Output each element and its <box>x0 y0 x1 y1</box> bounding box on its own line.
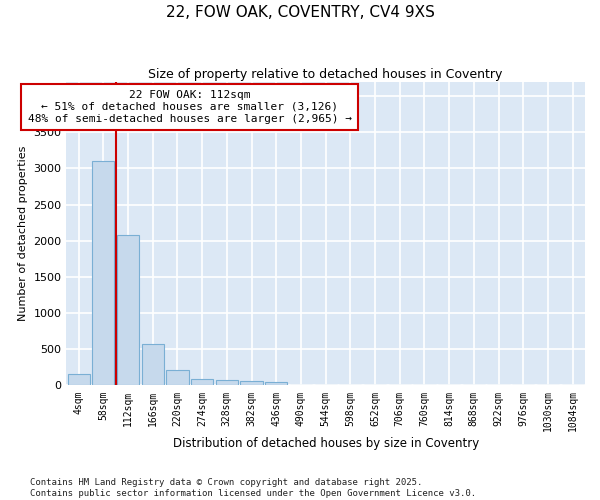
Y-axis label: Number of detached properties: Number of detached properties <box>18 146 28 322</box>
Bar <box>142 344 164 386</box>
Text: 22 FOW OAK: 112sqm
← 51% of detached houses are smaller (3,126)
48% of semi-deta: 22 FOW OAK: 112sqm ← 51% of detached hou… <box>28 90 352 124</box>
Bar <box>166 370 188 386</box>
Title: Size of property relative to detached houses in Coventry: Size of property relative to detached ho… <box>148 68 503 80</box>
Text: Contains HM Land Registry data © Crown copyright and database right 2025.
Contai: Contains HM Land Registry data © Crown c… <box>30 478 476 498</box>
Bar <box>117 235 139 386</box>
Bar <box>68 374 90 386</box>
X-axis label: Distribution of detached houses by size in Coventry: Distribution of detached houses by size … <box>173 437 479 450</box>
Text: 22, FOW OAK, COVENTRY, CV4 9XS: 22, FOW OAK, COVENTRY, CV4 9XS <box>166 5 434 20</box>
Bar <box>216 380 238 386</box>
Bar <box>265 382 287 386</box>
Bar <box>241 382 263 386</box>
Bar <box>191 379 213 386</box>
Bar <box>92 161 115 386</box>
